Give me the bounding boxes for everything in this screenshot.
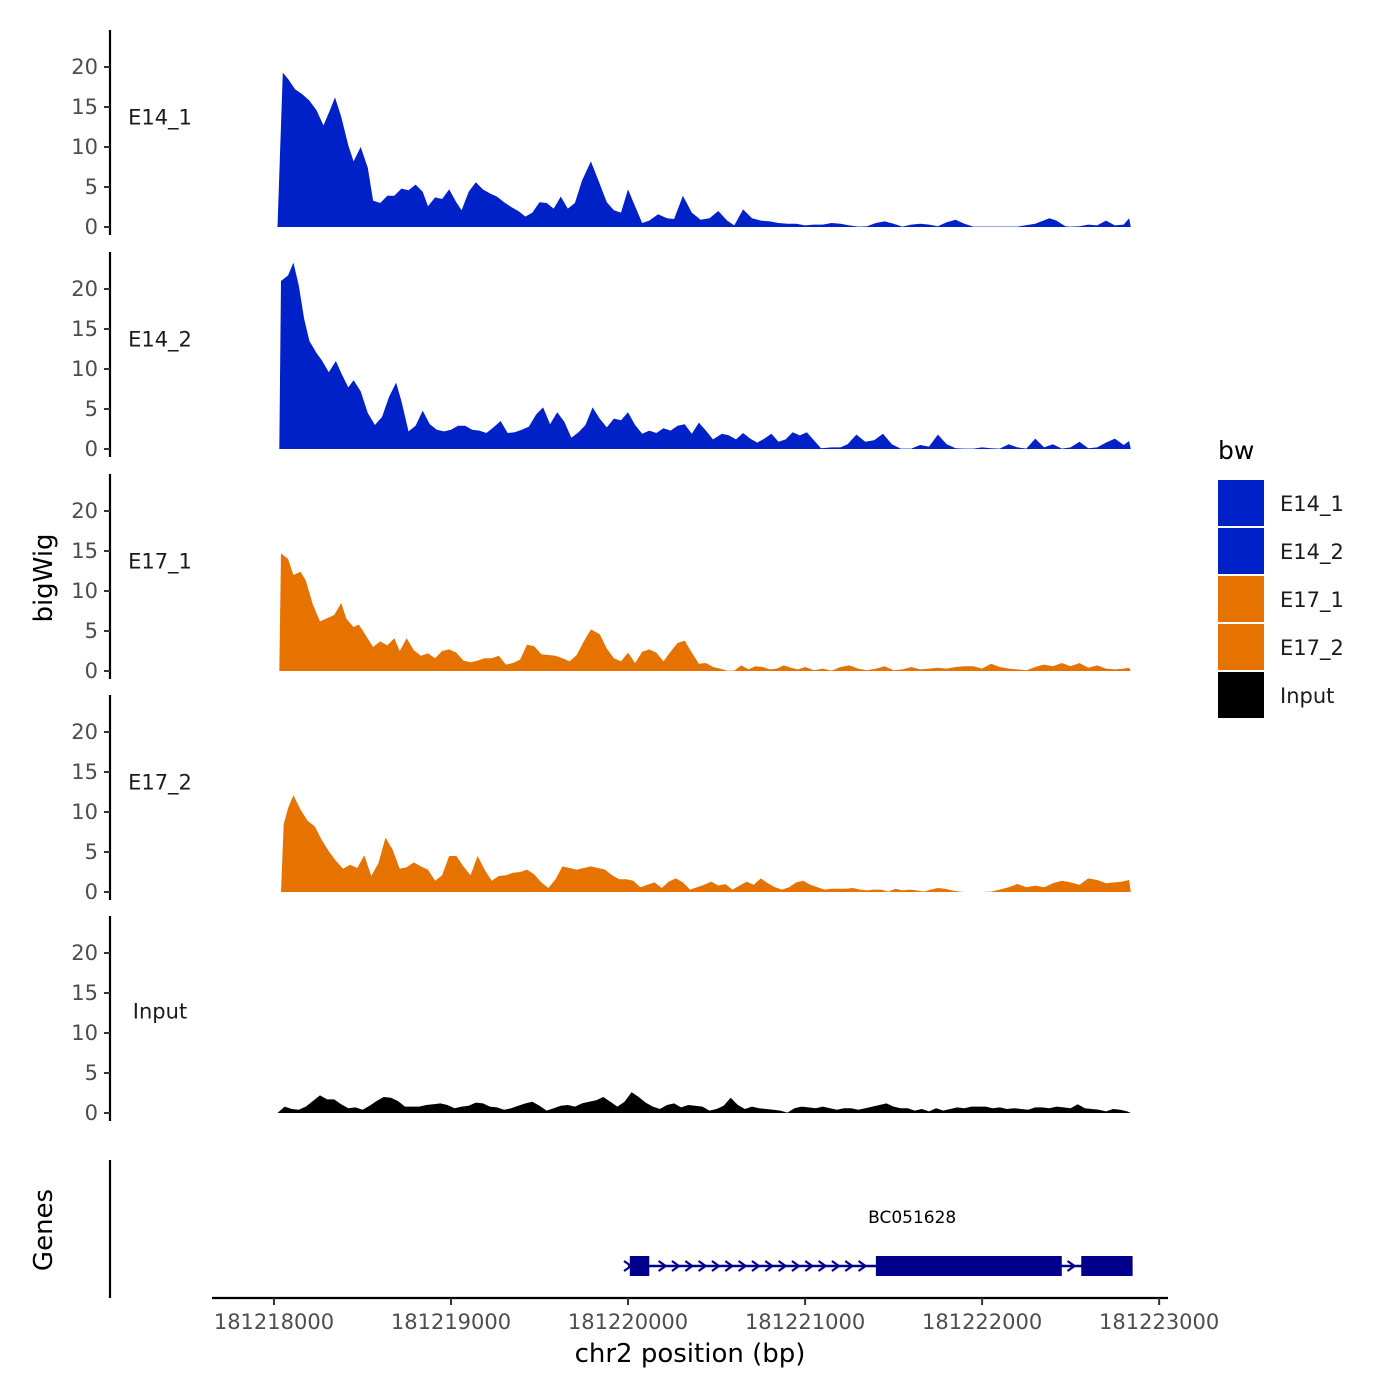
- track-label: E17_1: [128, 550, 192, 575]
- x-tick-label: 181219000: [391, 1310, 511, 1334]
- strand-arrow: [737, 1260, 748, 1272]
- legend-swatch-input: [1218, 672, 1264, 718]
- x-tick-label: 181222000: [922, 1310, 1042, 1334]
- y-tick-label: 0: [85, 437, 98, 461]
- legend-label: Input: [1280, 684, 1334, 708]
- y-tick-label: 20: [71, 499, 98, 523]
- strand-arrow: [844, 1260, 855, 1272]
- strand-arrow: [751, 1260, 761, 1272]
- y-tick-label: 10: [71, 135, 98, 159]
- signal-area-e17-2: [281, 795, 1131, 892]
- strand-arrow: [817, 1260, 828, 1272]
- signal-panels: 05101520E14_105101520E14_205101520E17_10…: [71, 30, 1131, 1125]
- y-tick-label: 20: [71, 941, 98, 965]
- legend-label: E17_1: [1280, 588, 1344, 613]
- x-tick-label: 181221000: [745, 1310, 865, 1334]
- y-axis-label: bigWig: [29, 533, 59, 622]
- gene-exon: [875, 1256, 1062, 1276]
- y-tick-label: 10: [71, 357, 98, 381]
- y-tick-label: 15: [71, 539, 98, 563]
- panel-e17-1: 0 5 10 15 20 E17_1: [71, 474, 1131, 683]
- strand-arrow: [804, 1260, 815, 1272]
- y-tick-label: 5: [85, 175, 98, 199]
- strand-arrow: [684, 1260, 695, 1272]
- strand-arrow: [857, 1260, 868, 1272]
- signal-area-e14-2: [279, 262, 1131, 449]
- y-tick-label: 20: [71, 55, 98, 79]
- legend-label: E17_2: [1280, 636, 1344, 661]
- track-label: E14_1: [128, 106, 192, 131]
- legend-swatch-e14-1: [1218, 480, 1264, 526]
- signal-area-e14-1: [277, 72, 1131, 227]
- y-tick-label: 0: [85, 880, 98, 904]
- strand-arrow: [791, 1260, 801, 1272]
- strand-arrow: [657, 1260, 668, 1272]
- x-tick-label: 181220000: [568, 1310, 688, 1334]
- x-axis-label: chr2 position (bp): [575, 1339, 806, 1369]
- track-label: E17_2: [128, 771, 192, 796]
- y-tick-label: 10: [71, 1021, 98, 1045]
- y-tick-label: 0: [85, 1101, 98, 1125]
- strand-arrow: [697, 1260, 708, 1272]
- panel-input: 0 5 10 15 20 Input: [71, 916, 1131, 1125]
- strand-arrow: [764, 1260, 775, 1272]
- strand-arrow: [1066, 1260, 1077, 1272]
- legend-swatch-e17-1: [1218, 576, 1264, 622]
- strand-arrow: [671, 1260, 681, 1272]
- y-tick-label: 15: [71, 981, 98, 1005]
- y-tick-label: 0: [85, 659, 98, 683]
- y-tick-label: 10: [71, 579, 98, 603]
- signal-area-input: [277, 1092, 1131, 1113]
- signal-area-e17-1: [279, 553, 1131, 671]
- panel-e17-2: 0 5 10 15 20 E17_2: [71, 695, 1131, 904]
- panel-e14-1: 0 5 10 15 20 E14_1: [71, 30, 1131, 239]
- strand-arrow: [777, 1260, 788, 1272]
- y-tick-label: 20: [71, 720, 98, 744]
- y-tick-label: 15: [71, 95, 98, 119]
- y-tick-label: 15: [71, 760, 98, 784]
- y-tick-label: 5: [85, 397, 98, 421]
- gene-name-label: BC051628: [868, 1208, 956, 1228]
- legend-label: E14_1: [1280, 492, 1344, 517]
- strand-arrow: [711, 1260, 721, 1272]
- legend-title: bw: [1218, 436, 1254, 465]
- y-tick-label: 5: [85, 1061, 98, 1085]
- track-label: E14_2: [128, 328, 192, 353]
- x-tick-label: 181218000: [214, 1310, 334, 1334]
- legend: bw E14_1 E14_2 E17_1 E17_2 Input: [1218, 436, 1344, 718]
- genes-axis-label: Genes: [29, 1189, 59, 1271]
- y-tick-label: 5: [85, 619, 98, 643]
- panel-e14-2: 0 5 10 15 20 E14_2: [71, 252, 1131, 461]
- x-tick-label: 181223000: [1099, 1310, 1219, 1334]
- legend-label: E14_2: [1280, 540, 1344, 565]
- gene-exon: [1081, 1256, 1133, 1276]
- legend-swatch-e17-2: [1218, 624, 1264, 670]
- gene-exon: [629, 1256, 650, 1276]
- y-tick-label: 5: [85, 840, 98, 864]
- y-tick-label: 20: [71, 277, 98, 301]
- y-tick-label: 0: [85, 215, 98, 239]
- track-label: Input: [133, 1000, 187, 1024]
- genes-panel: BC051628: [108, 1160, 1133, 1298]
- y-tick-label: 15: [71, 317, 98, 341]
- strand-arrow: [724, 1260, 735, 1272]
- strand-arrow: [831, 1260, 841, 1272]
- x-axis: 181218000 181219000 181220000 181221000 1812…: [212, 1296, 1219, 1334]
- y-tick-label: 10: [71, 800, 98, 824]
- legend-swatch-e14-2: [1218, 528, 1264, 574]
